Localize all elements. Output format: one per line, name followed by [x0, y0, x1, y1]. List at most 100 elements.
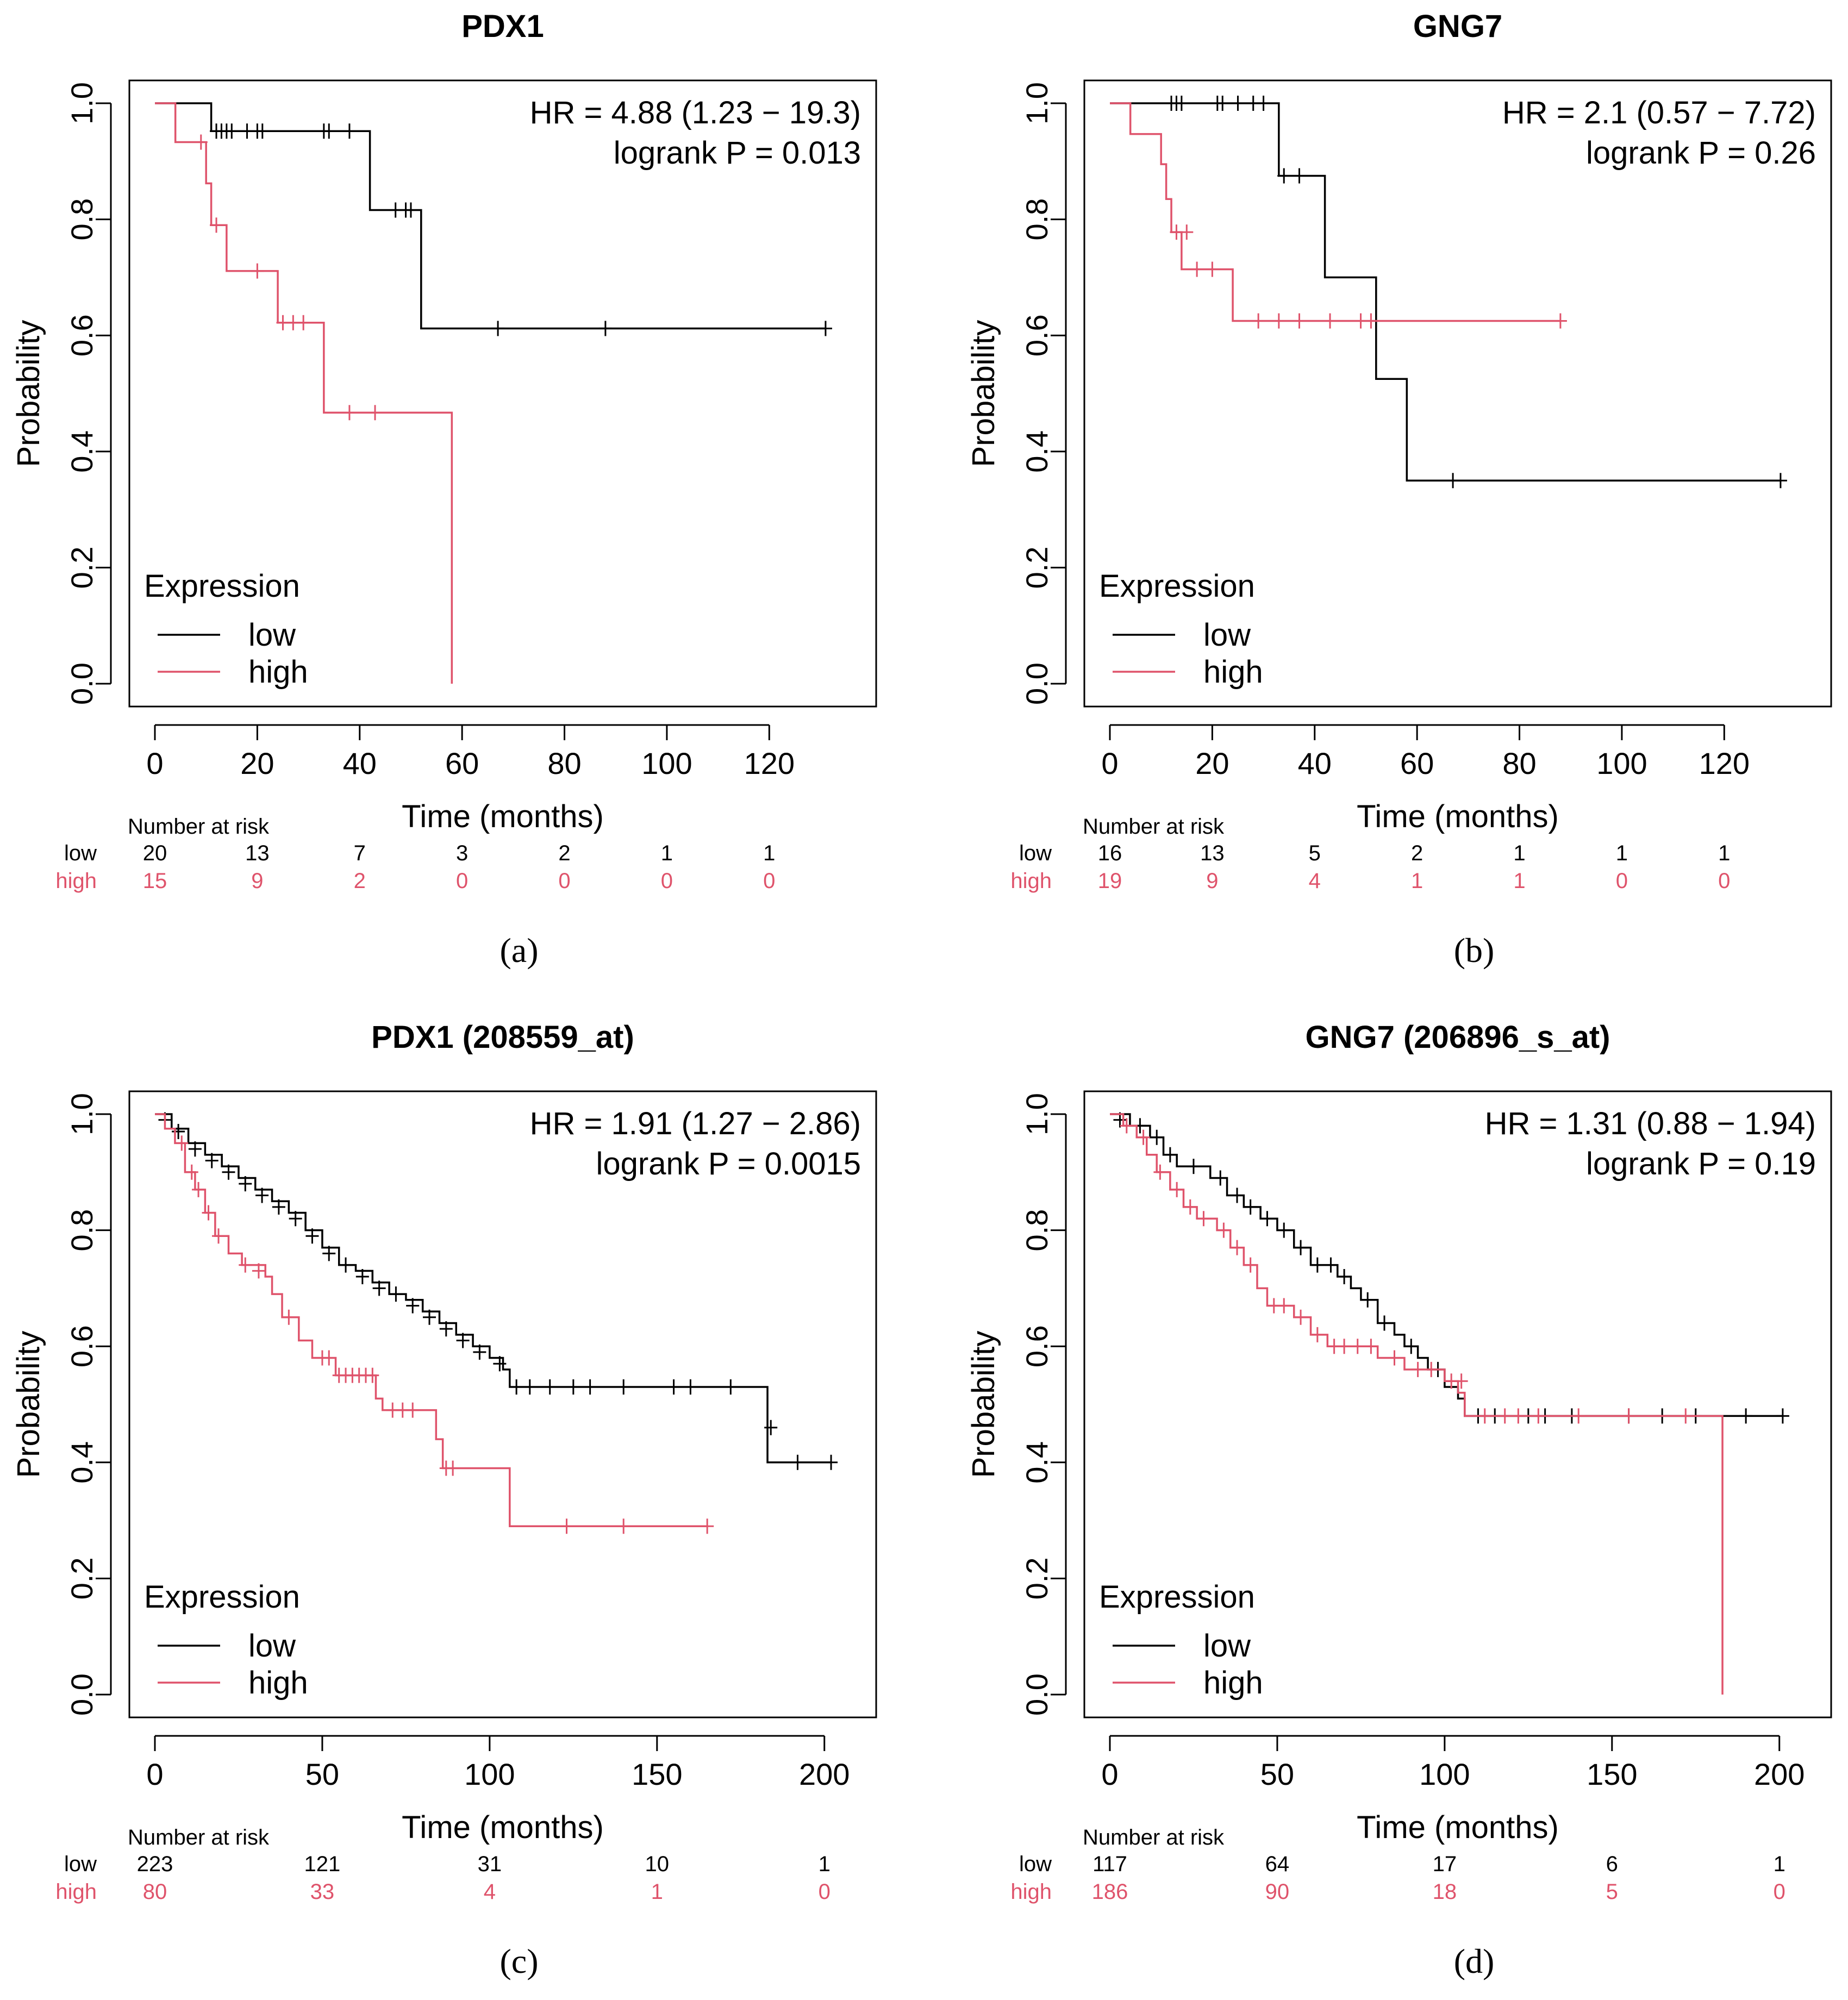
risk-count-high: 18 [1433, 1880, 1457, 1904]
legend-label-low: low [248, 617, 296, 653]
subfigure-caption: (b) [1454, 931, 1495, 970]
x-axis: 0 20 40 60 80 100 120 Time (months) [146, 724, 795, 834]
x-tick-label: 80 [547, 746, 581, 780]
risk-count-low: 17 [1433, 1852, 1457, 1876]
risk-count-high: 9 [251, 869, 263, 893]
km-curve-low [1110, 102, 1781, 482]
censor-mark-high [1411, 1361, 1425, 1377]
legend-title: Expression [1099, 1579, 1255, 1615]
censor-mark-low [598, 321, 612, 336]
risk-count-low: 121 [304, 1852, 341, 1876]
censor-mark-high [1293, 313, 1306, 329]
x-tick-label: 100 [641, 746, 692, 780]
y-tick-label: 0.4 [1020, 430, 1054, 473]
censor-mark-high [1478, 1408, 1491, 1424]
risk-count-low: 223 [137, 1852, 173, 1876]
risk-count-high: 0 [763, 869, 775, 893]
risk-row-label-high: high [55, 1880, 97, 1904]
censor-mark-low [239, 1176, 252, 1192]
risk-count-high: 1 [1411, 869, 1423, 893]
series-high [1110, 102, 1567, 329]
risk-row-label-low: low [1019, 1852, 1052, 1876]
censor-mark-high [322, 1350, 336, 1366]
censor-mark-low [1293, 168, 1306, 184]
risk-count-high: 9 [1206, 869, 1218, 893]
y-tick-label: 0.0 [1020, 1673, 1054, 1716]
risk-count-high: 0 [1774, 1880, 1785, 1904]
risk-count-low: 1 [1774, 1852, 1785, 1876]
y-axis: 0.0 0.2 0.4 0.6 0.8 1.0 Probability [11, 82, 112, 705]
censor-mark-low [188, 1141, 202, 1157]
risk-count-low: 2 [558, 841, 570, 865]
risk-count-high: 15 [143, 869, 167, 893]
censor-mark-high [446, 1460, 460, 1476]
censor-mark-low [406, 1298, 420, 1314]
y-tick-label: 0.8 [65, 198, 99, 241]
censor-mark-high [617, 1518, 630, 1534]
y-axis: 0.0 0.2 0.4 0.6 0.8 1.0 Probability [966, 1093, 1067, 1716]
series-low [155, 1112, 838, 1470]
censor-mark-high [366, 1367, 379, 1383]
legend-title: Expression [1099, 568, 1255, 604]
km-curve-high [155, 102, 453, 684]
x-axis: 0 50 100 150 200 Time (months) [146, 1735, 850, 1845]
hr-annotation: HR = 4.88 (1.23 − 19.3) [530, 95, 861, 130]
y-axis-label: Probability [11, 320, 46, 467]
series-low [155, 102, 832, 336]
y-tick-label: 0.2 [65, 1557, 99, 1599]
censor-mark-high [1206, 261, 1219, 277]
y-tick-label: 0.8 [1020, 198, 1054, 241]
censor-mark-low [1216, 96, 1229, 111]
risk-count-high: 90 [1265, 1880, 1290, 1904]
y-tick-label: 0.4 [65, 430, 99, 473]
risk-count-low: 1 [661, 841, 673, 865]
censor-mark-high [1197, 1211, 1210, 1227]
y-axis-label: Probability [966, 1331, 1001, 1478]
censor-mark-high [1388, 1350, 1401, 1366]
censor-mark-low [205, 1153, 218, 1168]
risk-count-high: 0 [456, 869, 468, 893]
censor-mark-high [1532, 1408, 1545, 1424]
censor-mark-low [423, 1309, 436, 1325]
risk-count-low: 1 [819, 1852, 831, 1876]
x-axis-label: Time (months) [402, 1810, 604, 1845]
censor-mark-low [1175, 96, 1188, 111]
risk-count-low: 6 [1606, 1852, 1618, 1876]
risk-row-label-low: low [64, 1852, 97, 1876]
risk-count-high: 19 [1098, 869, 1122, 893]
censor-mark-high [1512, 1408, 1525, 1424]
risk-count-low: 1 [1718, 841, 1730, 865]
series-high [155, 1113, 714, 1534]
censor-mark-high [369, 405, 382, 421]
censor-mark-low [172, 1124, 185, 1140]
chart-title: GNG7 (206896_s_at) [1306, 1020, 1610, 1055]
hr-annotation: HR = 2.1 (0.57 − 7.72) [1502, 95, 1816, 130]
censor-mark-low [791, 1454, 804, 1470]
censor-mark-high [1272, 313, 1285, 329]
censor-mark-low [342, 123, 356, 139]
censor-mark-high [1323, 313, 1337, 329]
censor-mark-high [212, 1228, 226, 1244]
y-tick-label: 1.0 [1020, 1093, 1054, 1135]
logrank-annotation: logrank P = 0.19 [1586, 1146, 1816, 1182]
x-tick-label: 60 [445, 746, 479, 780]
censor-mark-high [701, 1518, 714, 1534]
risk-count-high: 0 [1718, 869, 1730, 893]
x-tick-label: 120 [1699, 746, 1750, 780]
x-axis-label: Time (months) [1357, 1810, 1559, 1845]
risk-count-high: 1 [1513, 869, 1525, 893]
censor-mark-low [1378, 1315, 1391, 1331]
censor-mark-high [251, 263, 264, 279]
censor-mark-high [1252, 313, 1265, 329]
x-tick-label: 20 [240, 746, 274, 780]
censor-mark-high [1244, 1257, 1257, 1273]
censor-mark-high [194, 134, 208, 150]
censor-mark-high [1679, 1408, 1693, 1424]
censor-mark-low [1244, 1199, 1257, 1215]
censor-mark-low [510, 1379, 523, 1395]
censor-mark-high [1364, 1339, 1378, 1354]
censor-mark-low [684, 1379, 697, 1395]
